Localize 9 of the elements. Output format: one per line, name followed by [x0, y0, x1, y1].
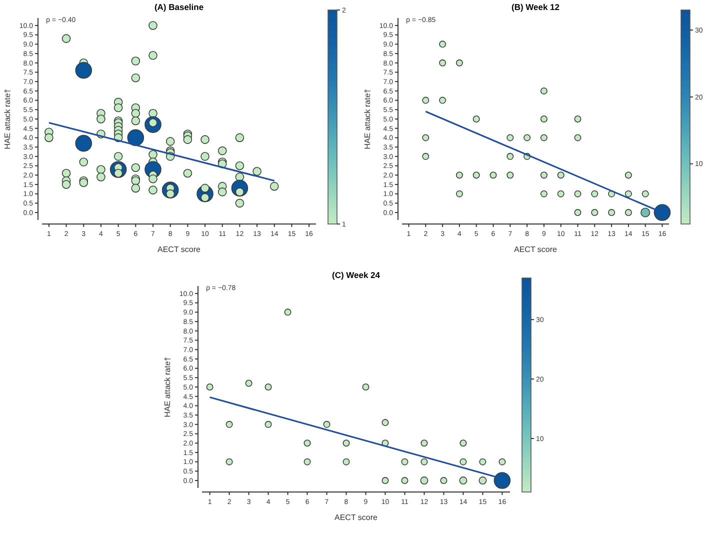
chart-title: (C) Week 24 — [332, 270, 380, 280]
x-axis-title: AECT score — [158, 245, 202, 254]
y-axis-title: HAE attack rate† — [363, 88, 372, 150]
x-axis-title: AECT score — [514, 245, 558, 254]
chart-title: (A) Baseline — [154, 2, 204, 12]
y-axis-title: HAE attack rate† — [3, 88, 12, 150]
x-axis-title: AECT score — [334, 513, 378, 522]
chart-title: (B) Week 12 — [511, 2, 560, 12]
y-axis-title: HAE attack rate† — [163, 356, 172, 418]
